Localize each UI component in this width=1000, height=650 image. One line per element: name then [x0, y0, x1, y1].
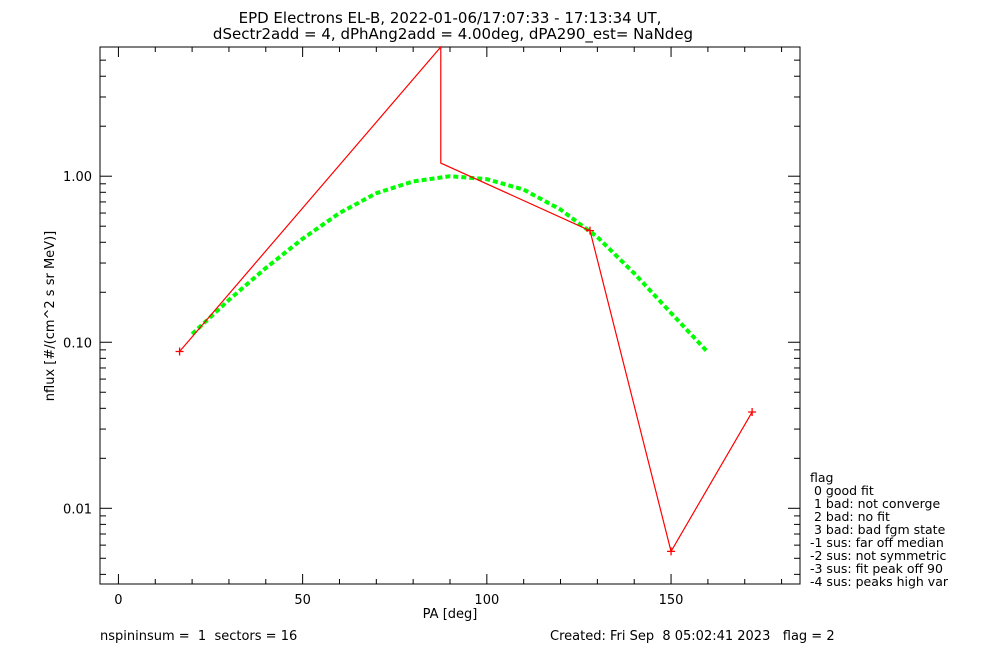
- legend-item: 0 good fit: [810, 483, 874, 498]
- plot-frame: [99, 46, 801, 585]
- legend-item: 1 bad: not converge: [810, 496, 940, 511]
- y-axis-label: nflux [#/(cm^2 s sr MeV)]: [43, 231, 58, 401]
- data-point-marker: [667, 547, 676, 556]
- flag-legend: flag 0 good fit 1 bad: not converge 2 ba…: [810, 470, 949, 589]
- footer-nspin: nspininsum = 1 sectors = 16: [100, 629, 297, 644]
- data-series: [175, 45, 757, 556]
- chart-title-line1: EPD Electrons EL-B, 2022-01-06/17:07:33 …: [239, 9, 662, 27]
- y-tick-label: 0.01: [63, 502, 92, 517]
- x-tick-label: 50: [294, 593, 311, 608]
- y-axis-ticks: 0.01 0.10 1.00: [63, 46, 800, 575]
- data-point-marker: [748, 408, 757, 417]
- legend-item: 3 bad: bad fgm state: [810, 522, 946, 537]
- data-point-marker: [175, 347, 184, 356]
- data-line: [179, 45, 753, 553]
- x-tick-label: 150: [659, 593, 684, 608]
- chart-title-line2: dSectr2add = 4, dPhAng2add = 4.00deg, dP…: [213, 25, 693, 44]
- fit-curve: [190, 174, 710, 354]
- footer-created: Created: Fri Sep 8 05:02:41 2023 flag = …: [550, 629, 835, 644]
- x-axis-ticks: 0 50 100 150: [114, 47, 783, 608]
- legend-item: -4 sus: peaks high var: [810, 574, 949, 589]
- x-axis-label: PA [deg]: [423, 607, 478, 622]
- x-tick-label: 100: [474, 593, 499, 608]
- legend-item: -1 sus: far off median: [810, 535, 944, 550]
- legend-item: -2 sus: not symmetric: [810, 548, 946, 563]
- y-tick-label: 0.10: [63, 336, 92, 351]
- y-tick-label: 1.00: [63, 170, 92, 185]
- x-tick-label: 0: [114, 593, 122, 608]
- legend-item: -3 sus: fit peak off 90: [810, 561, 943, 576]
- legend-item: 2 bad: no fit: [810, 509, 890, 524]
- legend-title: flag: [810, 470, 833, 485]
- data-point-marker: [586, 226, 594, 235]
